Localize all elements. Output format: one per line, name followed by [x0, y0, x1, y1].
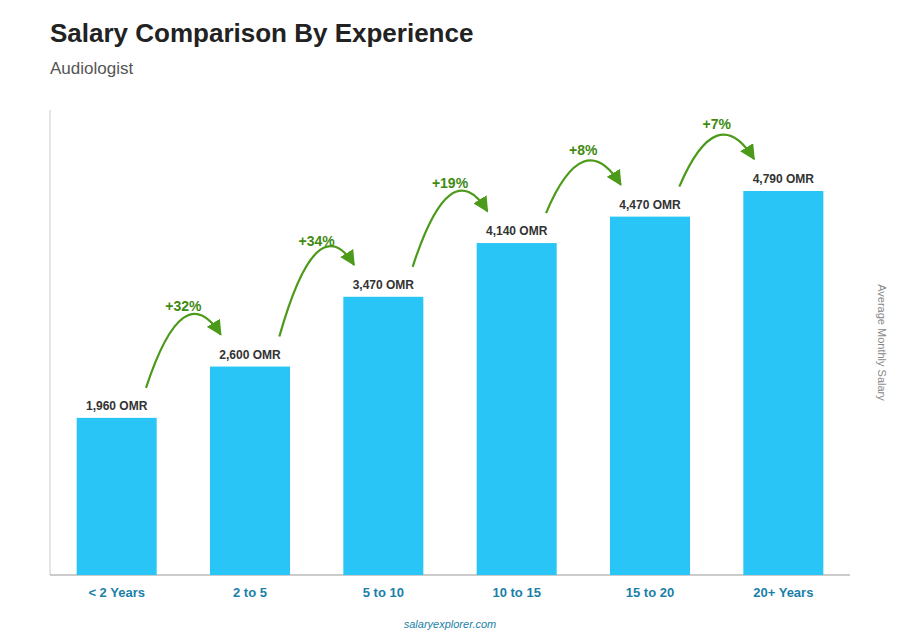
x-axis-line	[50, 575, 850, 576]
value-label: 4,140 OMR	[486, 224, 548, 238]
x-tick-label: 2 to 5	[233, 585, 267, 600]
value-label: 1,960 OMR	[86, 399, 148, 413]
x-tick-label: 20+ Years	[753, 585, 813, 600]
bars	[77, 191, 824, 575]
bar	[610, 217, 690, 575]
change-label: +7%	[702, 116, 731, 132]
change-label: +19%	[432, 175, 469, 191]
x-tick-label: 15 to 20	[626, 585, 674, 600]
x-tick-label: 10 to 15	[492, 585, 540, 600]
bar	[743, 191, 823, 575]
change-arrow	[146, 314, 221, 388]
value-label: 3,470 OMR	[353, 278, 415, 292]
subtitle: Audiologist	[50, 59, 133, 78]
change-label: +32%	[165, 298, 202, 314]
bar	[210, 367, 290, 575]
title: Salary Comparison By Experience	[50, 18, 473, 48]
change-label: +8%	[569, 142, 598, 158]
y-axis-label: Average Monthly Salary	[876, 284, 888, 401]
footer: salaryexplorer.com	[404, 618, 497, 630]
bar	[477, 243, 557, 575]
x-tick-label: 5 to 10	[363, 585, 404, 600]
change-arrow	[413, 191, 488, 267]
change-arrow	[279, 246, 354, 337]
value-label: 4,470 OMR	[619, 198, 681, 212]
x-tick-label: < 2 Years	[88, 585, 145, 600]
chart: Salary Comparison By Experience Audiologi…	[0, 0, 900, 641]
bar	[343, 297, 423, 575]
change-label: +34%	[299, 233, 336, 249]
change-arrow	[546, 160, 621, 213]
value-label: 4,790 OMR	[753, 172, 815, 186]
value-label: 2,600 OMR	[219, 348, 281, 362]
y-axis-line	[50, 110, 51, 575]
bar	[77, 418, 157, 575]
change-arrow	[679, 135, 754, 187]
